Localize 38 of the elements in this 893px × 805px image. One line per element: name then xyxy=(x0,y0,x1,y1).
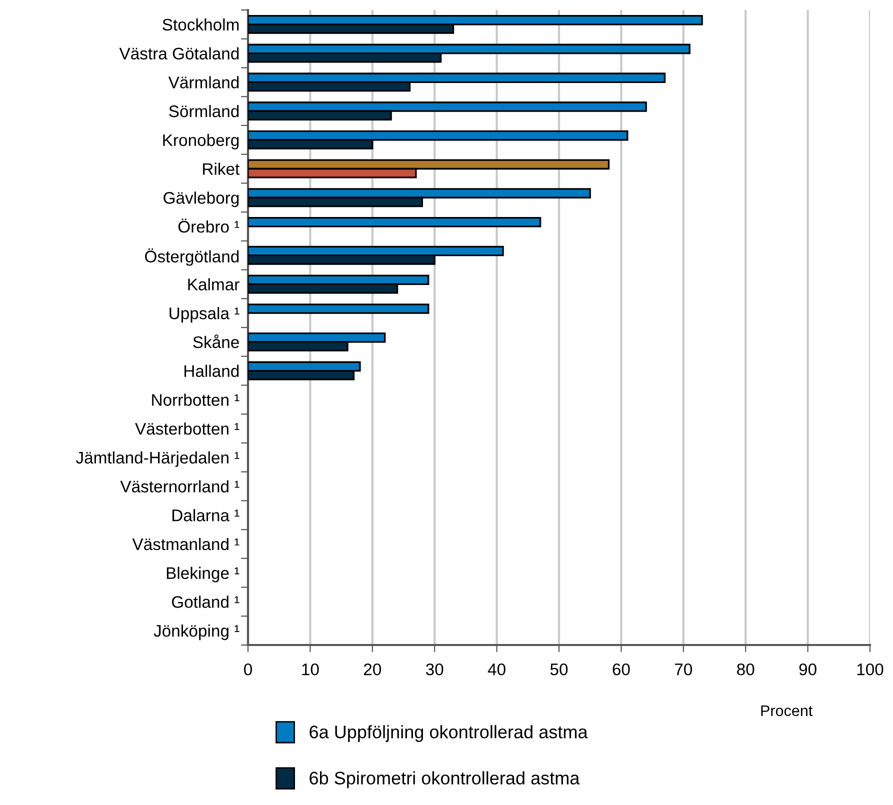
y-tick-label: Gävleborg xyxy=(164,192,239,208)
x-tick-label: 90 xyxy=(799,663,816,676)
y-tick-label: Västra Götaland xyxy=(119,47,239,60)
y-tick-label: Dalarna ¹ xyxy=(172,509,240,522)
legend-label: 6a Uppföljning okontrollerad astma xyxy=(310,725,588,742)
y-tick-label: Värmland xyxy=(168,76,239,88)
y-tick-label: Jönköping ¹ xyxy=(154,624,240,640)
x-tick-label: 70 xyxy=(674,663,692,676)
x-tick-label: 60 xyxy=(612,663,630,676)
y-tick-label: Norrbotten ¹ xyxy=(152,394,240,406)
x-tick-label: 20 xyxy=(364,663,382,676)
y-tick-label: Västerbotten ¹ xyxy=(135,422,240,435)
y-tick-label: Kalmar xyxy=(188,278,240,290)
y-tick-label: Riket xyxy=(203,162,240,175)
y-tick-label: Västmanland ¹ xyxy=(132,538,240,550)
x-tick-label: 10 xyxy=(302,663,319,676)
x-tick-label: 40 xyxy=(488,663,506,676)
y-tick-label: Skåne xyxy=(193,334,239,348)
y-tick-label: Jämtland-Härjedalen ¹ xyxy=(76,451,240,467)
y-tick-label: Gotland ¹ xyxy=(172,596,240,608)
legend-label: 6b Spirometri okontrollerad astma xyxy=(310,771,580,788)
y-tick-label: Örebro ¹ xyxy=(178,218,240,233)
bar xyxy=(248,304,430,314)
y-tick-label: Västernorrland ¹ xyxy=(120,480,240,492)
x-tick-label: 0 xyxy=(244,663,252,676)
y-tick-label: Blekinge ¹ xyxy=(166,566,240,582)
y-tick-label: Stockholm xyxy=(162,18,239,31)
x-tick-label: 100 xyxy=(857,663,884,676)
bar xyxy=(248,216,542,228)
y-tick-label: Uppsala ¹ xyxy=(170,307,240,323)
y-tick-label: Östergötland xyxy=(145,248,239,266)
y-tick-label: Halland xyxy=(184,364,239,377)
x-axis-title: Procent xyxy=(761,705,813,716)
y-tick-label: Sörmland xyxy=(169,104,239,118)
y-tick-label: Kronoberg xyxy=(163,134,239,150)
x-tick-label: 30 xyxy=(426,663,444,676)
x-tick-label: 50 xyxy=(550,663,568,676)
x-tick-label: 80 xyxy=(737,663,754,676)
